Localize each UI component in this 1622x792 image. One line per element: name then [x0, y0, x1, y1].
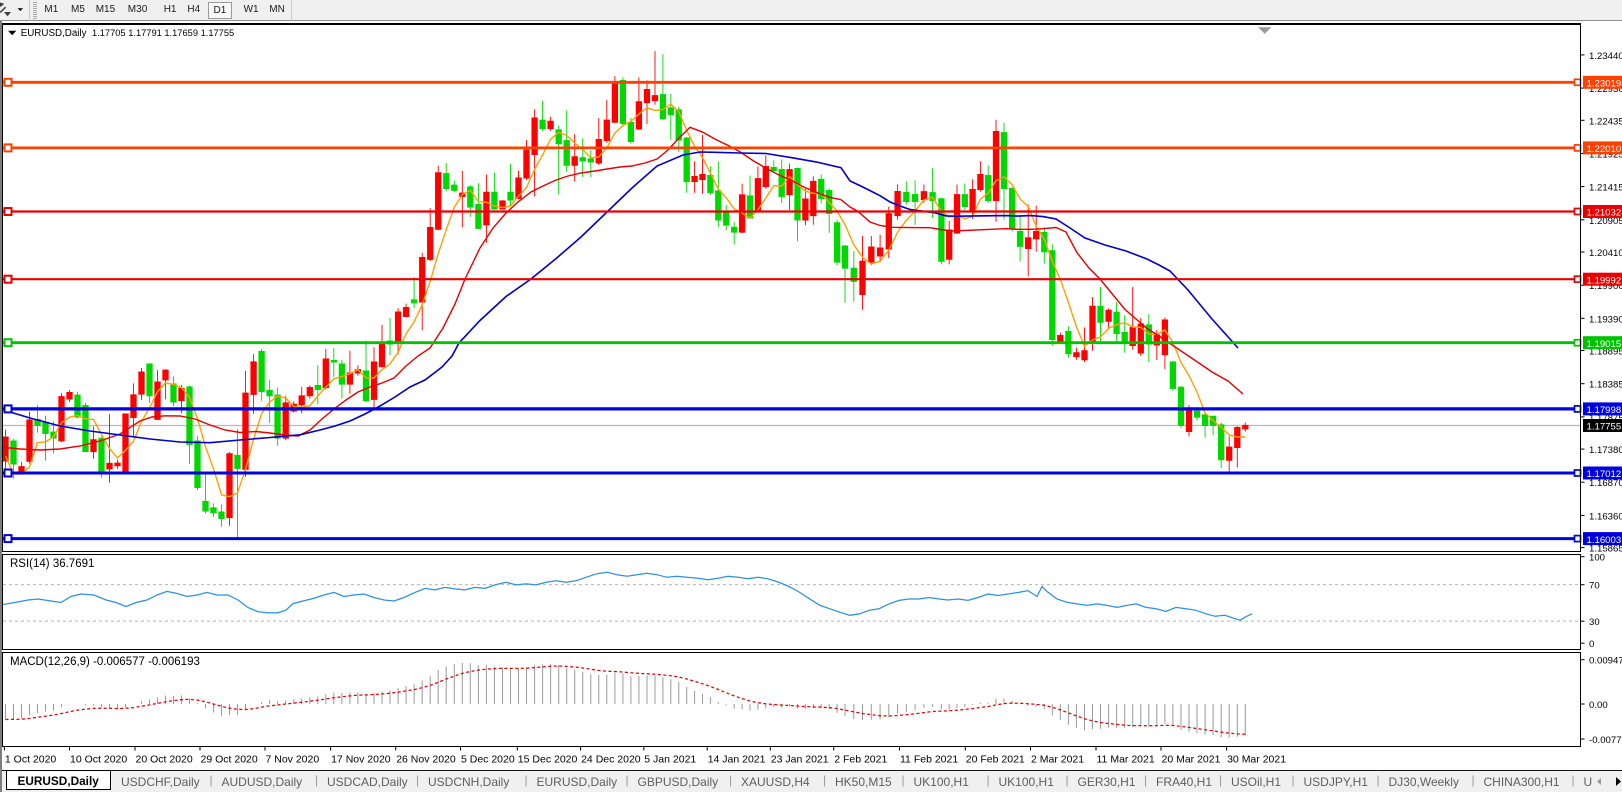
svg-text:7 Nov 2020: 7 Nov 2020 — [266, 754, 320, 766]
svg-text:14 Jan 2021: 14 Jan 2021 — [708, 754, 766, 766]
svg-text:11 Feb 2021: 11 Feb 2021 — [900, 754, 958, 766]
svg-text:15 Dec 2020: 15 Dec 2020 — [518, 754, 578, 766]
svg-text:1.22435: 1.22435 — [1589, 116, 1622, 127]
svg-text:1.18385: 1.18385 — [1589, 380, 1622, 391]
svg-text:1.17998: 1.17998 — [1587, 405, 1622, 416]
svg-text:10 Oct 2020: 10 Oct 2020 — [70, 754, 127, 766]
svg-text:29 Oct 2020: 29 Oct 2020 — [201, 754, 258, 766]
svg-text:2 Feb 2021: 2 Feb 2021 — [834, 754, 887, 766]
svg-text:1.21415: 1.21415 — [1589, 183, 1622, 194]
svg-text:1.23440: 1.23440 — [1589, 51, 1622, 62]
svg-text:20 Mar 2021: 20 Mar 2021 — [1162, 754, 1221, 766]
svg-text:17 Nov 2020: 17 Nov 2020 — [331, 754, 391, 766]
svg-text:-0.007774: -0.007774 — [1589, 735, 1622, 746]
svg-text:23 Jan 2021: 23 Jan 2021 — [771, 754, 829, 766]
svg-text:1.17755: 1.17755 — [1587, 422, 1622, 433]
svg-text:0.009478: 0.009478 — [1589, 656, 1622, 667]
svg-text:1.19900: 1.19900 — [1589, 281, 1622, 292]
svg-text:20 Oct 2020: 20 Oct 2020 — [136, 754, 193, 766]
svg-text:30: 30 — [1589, 617, 1600, 628]
svg-text:20 Feb 2021: 20 Feb 2021 — [966, 754, 1025, 766]
svg-text:1.18895: 1.18895 — [1589, 347, 1622, 358]
svg-text:26 Nov 2020: 26 Nov 2020 — [396, 754, 456, 766]
svg-text:1.17875: 1.17875 — [1589, 413, 1622, 424]
svg-text:1.20905: 1.20905 — [1589, 216, 1622, 227]
svg-text:1 Oct 2020: 1 Oct 2020 — [5, 754, 57, 766]
svg-text:1.21925: 1.21925 — [1589, 149, 1622, 160]
svg-text:1.16003: 1.16003 — [1587, 535, 1622, 546]
svg-text:1.16360: 1.16360 — [1589, 511, 1622, 522]
svg-text:0.00: 0.00 — [1589, 700, 1608, 711]
svg-text:1.19390: 1.19390 — [1589, 314, 1622, 325]
svg-text:2 Mar 2021: 2 Mar 2021 — [1031, 754, 1084, 766]
svg-text:30 Mar 2021: 30 Mar 2021 — [1227, 754, 1286, 766]
svg-text:1.22010: 1.22010 — [1587, 144, 1622, 155]
svg-text:1.23019: 1.23019 — [1587, 79, 1622, 90]
svg-text:1.20410: 1.20410 — [1589, 248, 1622, 259]
svg-text:1.15865: 1.15865 — [1589, 544, 1622, 555]
svg-text:24 Dec 2020: 24 Dec 2020 — [581, 754, 641, 766]
svg-text:1.19992: 1.19992 — [1587, 275, 1622, 286]
svg-text:1.19015: 1.19015 — [1587, 339, 1622, 350]
svg-text:5 Jan 2021: 5 Jan 2021 — [644, 754, 696, 766]
svg-text:5 Dec 2020: 5 Dec 2020 — [461, 754, 515, 766]
svg-text:0: 0 — [1589, 639, 1594, 650]
svg-text:11 Mar 2021: 11 Mar 2021 — [1097, 754, 1155, 766]
svg-text:1.16870: 1.16870 — [1589, 478, 1622, 489]
svg-text:1.21032: 1.21032 — [1587, 208, 1622, 219]
svg-text:1.17380: 1.17380 — [1589, 445, 1622, 456]
svg-text:70: 70 — [1589, 581, 1600, 592]
svg-text:1.17012: 1.17012 — [1587, 469, 1622, 480]
svg-text:100: 100 — [1589, 553, 1605, 564]
svg-text:1.22930: 1.22930 — [1589, 84, 1622, 95]
